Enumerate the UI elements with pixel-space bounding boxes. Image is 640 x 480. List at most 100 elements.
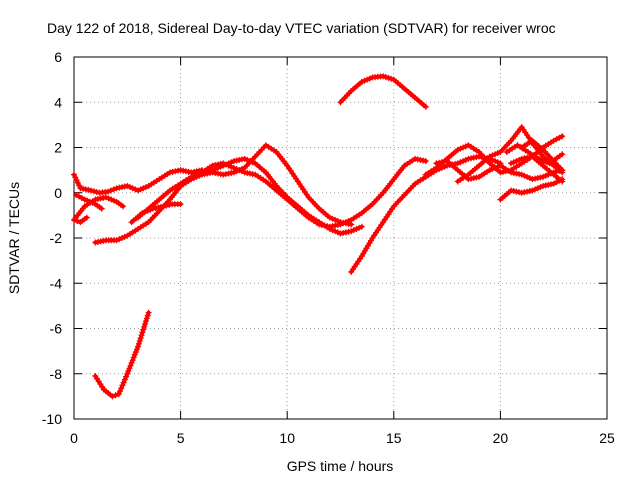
- data-point: [134, 187, 141, 194]
- data-point: [559, 133, 566, 140]
- data-point: [120, 379, 127, 386]
- series-arc18: [518, 137, 566, 174]
- data-point: [489, 152, 496, 159]
- data-point: [380, 73, 387, 80]
- data-point: [137, 186, 144, 193]
- data-point: [166, 201, 173, 208]
- data-point: [385, 74, 392, 81]
- x-tick-label: 25: [599, 430, 615, 446]
- y-tick-label: 6: [54, 49, 62, 65]
- series-arc10: [177, 155, 429, 230]
- y-tick-label: 2: [54, 140, 62, 156]
- data-point: [489, 165, 496, 172]
- data-point: [129, 357, 136, 364]
- data-point: [532, 186, 539, 193]
- data-point: [132, 186, 139, 193]
- data-point: [83, 214, 90, 221]
- data-point: [74, 218, 81, 225]
- data-point: [559, 151, 566, 158]
- y-tick-label: -6: [50, 321, 63, 337]
- series-arc9: [134, 142, 355, 228]
- x-tick-label: 5: [177, 430, 185, 446]
- data-point: [107, 187, 114, 194]
- data-point: [342, 219, 349, 226]
- data-point: [143, 315, 150, 322]
- data-point: [361, 77, 368, 84]
- x-axis-label: GPS time / hours: [287, 458, 394, 474]
- data-point: [133, 346, 140, 353]
- data-point: [136, 337, 143, 344]
- series-arc5: [73, 192, 105, 212]
- data-point: [334, 229, 341, 236]
- series-arc17: [508, 153, 566, 185]
- series-arc13: [433, 158, 566, 183]
- data-point: [238, 168, 245, 175]
- data-point: [71, 171, 77, 178]
- data-point: [121, 233, 128, 240]
- series-arc6: [71, 214, 90, 226]
- data-point: [90, 188, 97, 195]
- grid-layer: [74, 57, 607, 419]
- data-point: [358, 78, 365, 85]
- x-tick-label: 0: [70, 430, 78, 446]
- y-tick-label: -4: [50, 275, 63, 291]
- x-tick-label: 20: [493, 430, 509, 446]
- y-tick-label: -2: [50, 230, 63, 246]
- series-arc2: [337, 73, 429, 110]
- data-point: [494, 163, 501, 170]
- data-point: [131, 351, 138, 358]
- data-point: [364, 76, 371, 83]
- data-point: [454, 160, 461, 167]
- data-point: [236, 167, 243, 174]
- data-point: [105, 195, 112, 202]
- data-point: [537, 184, 544, 191]
- data-point: [140, 326, 147, 333]
- data-point: [98, 205, 105, 212]
- data-point: [543, 159, 550, 166]
- data-point: [529, 187, 536, 194]
- data-point: [126, 184, 133, 191]
- data-point: [81, 196, 88, 203]
- data-point: [113, 237, 120, 244]
- y-tick-label: -8: [50, 366, 63, 382]
- data-point: [116, 388, 123, 395]
- data-point: [135, 340, 142, 347]
- data-point: [196, 170, 203, 177]
- data-point: [422, 158, 429, 165]
- series-arc1: [92, 309, 152, 400]
- data-point: [559, 178, 566, 185]
- data-point: [492, 158, 499, 165]
- data-point: [124, 182, 131, 189]
- data-point: [71, 216, 77, 223]
- data-point: [332, 228, 339, 235]
- data-point: [382, 74, 389, 81]
- data-point: [462, 143, 469, 150]
- data-point: [110, 186, 117, 193]
- data-layer: [71, 73, 566, 400]
- data-point: [88, 187, 95, 194]
- y-tick-label: 0: [54, 185, 62, 201]
- data-point: [540, 173, 547, 180]
- data-point: [457, 159, 464, 166]
- data-point: [127, 362, 134, 369]
- data-point: [492, 164, 499, 171]
- data-point: [526, 175, 533, 182]
- data-point: [222, 161, 229, 168]
- plot-frame: [73, 56, 608, 420]
- data-point: [115, 391, 122, 398]
- data-point: [188, 173, 195, 180]
- data-point: [353, 225, 360, 232]
- data-point: [142, 184, 149, 191]
- data-point: [508, 160, 515, 167]
- data-point: [454, 146, 461, 153]
- tick-layer: 0 5 10 15 20 25 -10 -8 -6 -4 -2 0 2 4 6: [42, 49, 615, 446]
- data-point: [105, 188, 112, 195]
- data-point: [228, 163, 235, 170]
- data-point: [366, 75, 373, 82]
- data-point: [460, 158, 467, 165]
- y-tick-label: -10: [42, 411, 62, 427]
- x-tick-label: 10: [279, 430, 295, 446]
- data-point: [140, 185, 147, 192]
- data-point: [142, 318, 149, 325]
- data-point: [129, 185, 136, 192]
